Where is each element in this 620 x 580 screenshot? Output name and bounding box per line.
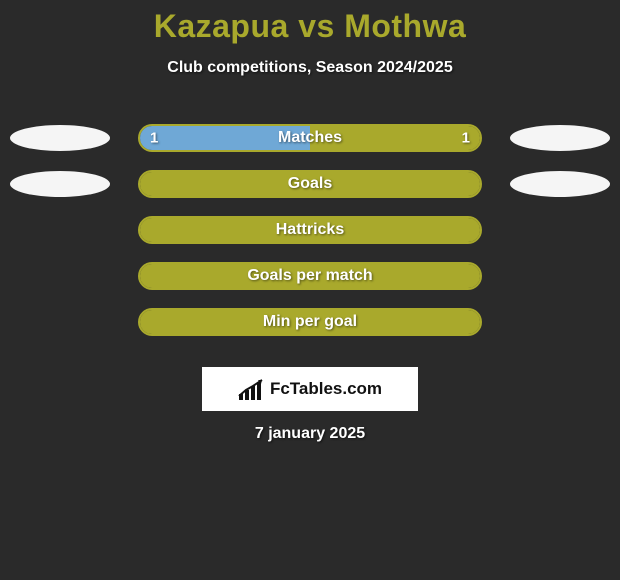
logo-chart-icon: [238, 378, 264, 400]
bar-left-fill: [140, 310, 480, 334]
stat-row: Goals per match: [0, 253, 620, 299]
stat-bar: Min per goal: [138, 308, 482, 336]
left-ellipse: [10, 171, 110, 197]
bar-left-fill: [140, 218, 480, 242]
left-ellipse: [10, 125, 110, 151]
stat-bar: 11Matches: [138, 124, 482, 152]
stat-bar: Goals: [138, 170, 482, 198]
stat-row: Hattricks: [0, 207, 620, 253]
bar-right-fill: [310, 126, 480, 150]
stat-bar: Hattricks: [138, 216, 482, 244]
right-ellipse: [510, 125, 610, 151]
bar-right-value: 1: [462, 130, 470, 147]
page-title: Kazapua vs Mothwa: [0, 0, 620, 45]
bar-left-fill: [140, 264, 480, 288]
bar-left-fill: [140, 172, 480, 196]
right-ellipse: [510, 171, 610, 197]
logo-text: FcTables.com: [270, 379, 382, 399]
bar-left-fill: [140, 126, 310, 150]
stat-row: Goals: [0, 161, 620, 207]
stat-row: Min per goal: [0, 299, 620, 345]
date-label: 7 january 2025: [0, 425, 620, 443]
subtitle: Club competitions, Season 2024/2025: [0, 59, 620, 77]
stats-comparison-card: Kazapua vs Mothwa Club competitions, Sea…: [0, 0, 620, 580]
stat-rows: 11MatchesGoalsHattricksGoals per matchMi…: [0, 115, 620, 345]
stat-row: 11Matches: [0, 115, 620, 161]
bar-left-value: 1: [150, 130, 158, 147]
logo-box[interactable]: FcTables.com: [202, 367, 418, 411]
stat-bar: Goals per match: [138, 262, 482, 290]
